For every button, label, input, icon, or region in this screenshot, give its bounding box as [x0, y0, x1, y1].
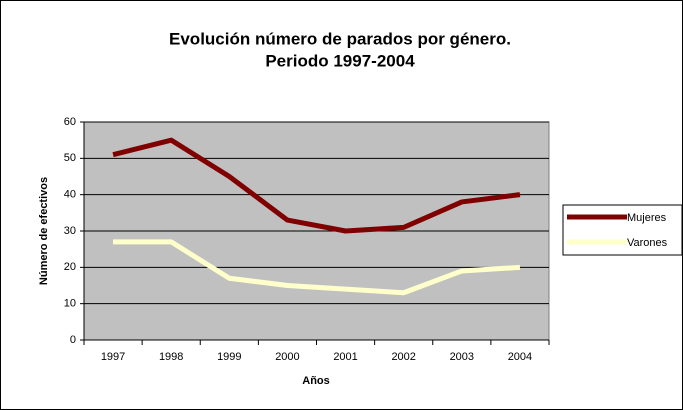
y-tick-label: 40 [64, 189, 76, 201]
y-tick-label: 10 [64, 298, 76, 310]
chart-title: Periodo 1997-2004 [265, 51, 415, 70]
series-line [112, 137, 521, 234]
y-tick-label: 20 [64, 261, 76, 273]
x-tick-label: 2004 [508, 351, 532, 363]
legend-label: Varones [627, 237, 668, 249]
legend-box [562, 204, 683, 256]
x-tick-label: 2002 [391, 351, 415, 363]
y-tick-label: 30 [64, 225, 76, 237]
x-tick-label: 2000 [275, 351, 299, 363]
y-tick-label: 0 [70, 334, 76, 346]
x-axis-title: Años [302, 375, 330, 387]
y-axis-title: Número de efectivos [38, 177, 50, 285]
y-tick-label: 50 [64, 152, 76, 164]
x-tick-label: 1997 [101, 351, 125, 363]
series-line [113, 239, 521, 296]
y-tick-label: 60 [64, 116, 76, 128]
legend-label: Mujeres [627, 212, 667, 224]
x-tick-label: 2003 [450, 351, 474, 363]
x-tick-label: 1999 [217, 351, 241, 363]
x-tick-label: 2001 [333, 351, 357, 363]
chart-title: Evolución número de parados por género. [169, 29, 511, 48]
x-tick-label: 1998 [159, 351, 183, 363]
